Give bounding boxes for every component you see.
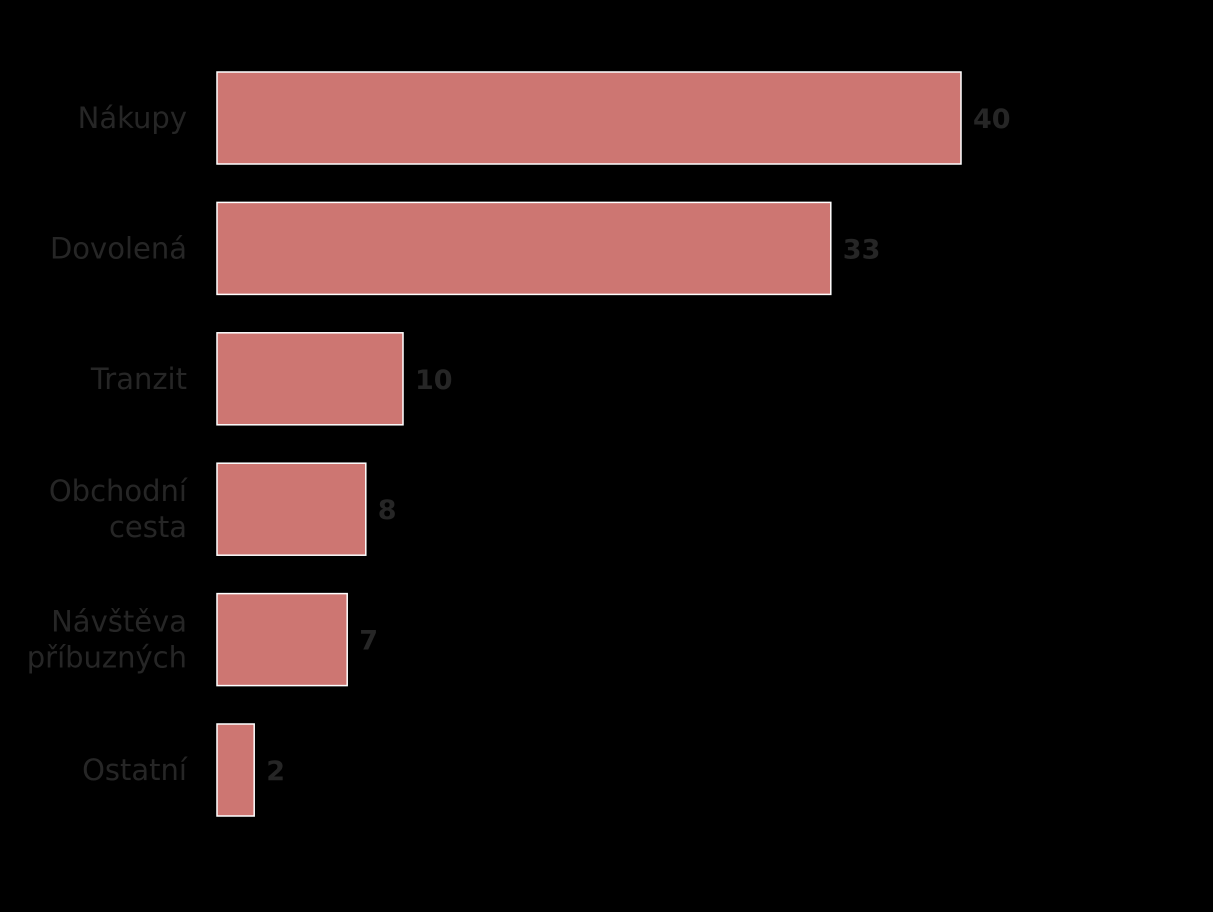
bar-3 xyxy=(216,462,367,556)
value-label-3: 8 xyxy=(378,495,397,526)
value-label-5: 2 xyxy=(266,756,285,787)
category-label-3: Obchodní cesta xyxy=(49,474,188,544)
value-label-4: 7 xyxy=(359,626,378,657)
category-label-line: cesta xyxy=(109,510,187,544)
category-label-line: Nákupy xyxy=(78,101,187,135)
category-label-2: Tranzit xyxy=(90,362,187,396)
category-labels: Nákupy Dovolená Tranzit Obchodní cesta Návště… xyxy=(27,101,188,787)
category-label-line: Ostatní xyxy=(82,753,188,787)
category-label-line: Tranzit xyxy=(90,362,187,396)
category-label-line: Dovolená xyxy=(50,231,187,265)
category-label-line: Návštěva xyxy=(51,605,187,639)
value-label-1: 33 xyxy=(843,234,881,265)
category-label-line: příbuzných xyxy=(27,641,187,675)
value-labels: 40 33 10 8 7 2 xyxy=(266,104,1010,787)
category-label-5: Ostatní xyxy=(82,753,188,787)
bars-layer xyxy=(216,71,962,817)
category-label-4: Návštěva příbuzných xyxy=(27,605,187,675)
category-label-0: Nákupy xyxy=(78,101,187,135)
value-label-2: 10 xyxy=(415,365,453,396)
value-label-0: 40 xyxy=(973,104,1011,135)
category-label-1: Dovolená xyxy=(50,231,187,265)
bar-5 xyxy=(216,723,255,817)
bar-2 xyxy=(216,332,404,426)
category-label-line: Obchodní xyxy=(49,474,188,508)
bar-0 xyxy=(216,71,962,165)
bar-4 xyxy=(216,592,348,687)
bar-1 xyxy=(216,201,832,296)
